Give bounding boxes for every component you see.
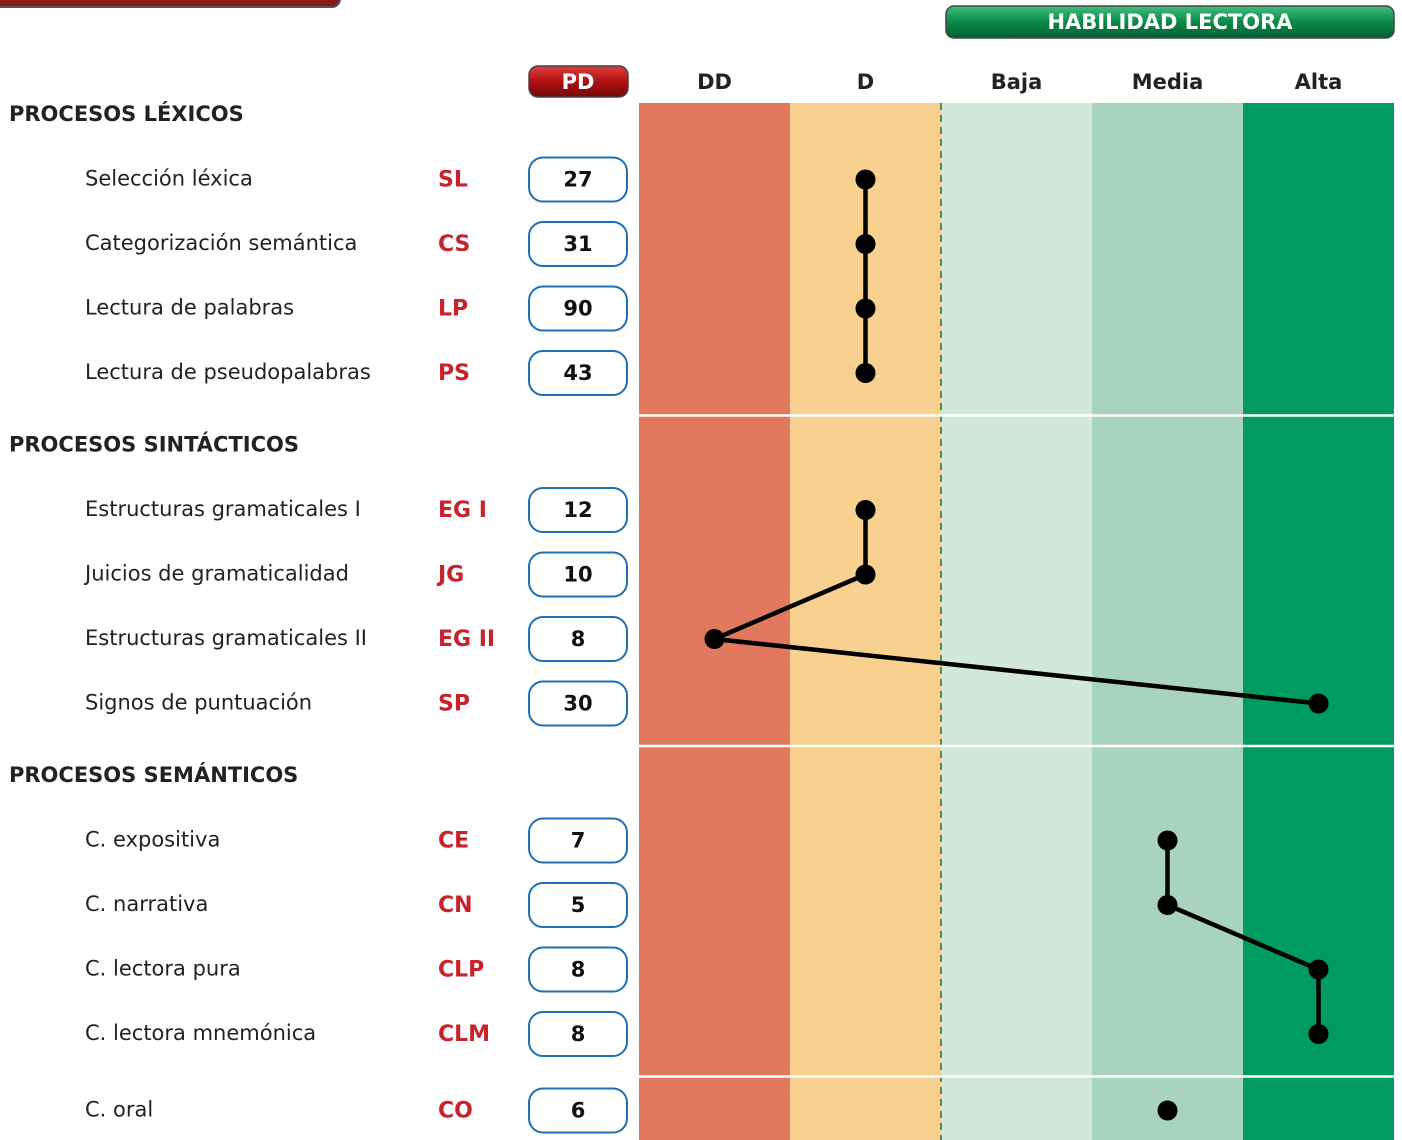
item-code: CO [438, 1099, 473, 1124]
profile-point [1308, 1024, 1329, 1044]
profile-point [855, 500, 876, 520]
pd-box [528, 1011, 628, 1057]
profile-point [1308, 959, 1329, 980]
pd-box [528, 946, 628, 993]
item-code: CLP [438, 958, 484, 983]
item-code: SP [438, 692, 470, 717]
profile-point [855, 169, 876, 190]
pd-box [528, 680, 628, 727]
section-title: PROCESOS SINTÁCTICOS [9, 432, 299, 457]
pd-value: 7 [571, 829, 586, 853]
pd-value: 30 [563, 692, 592, 716]
level-label: DD [697, 70, 732, 94]
header-title: HABILIDAD LECTORA [1047, 10, 1293, 34]
item-code: SL [438, 168, 468, 193]
item-code: CN [438, 893, 473, 918]
item-label: Lectura de palabras [85, 296, 294, 320]
pd-box [528, 350, 628, 396]
pd-box [528, 1087, 628, 1134]
pd-value: 90 [563, 297, 592, 321]
item-code: CE [438, 829, 469, 854]
section-title: PROCESOS SEMÁNTICOS [9, 762, 298, 787]
pd-box [528, 817, 628, 864]
profile-point [704, 629, 725, 649]
level-label: Media [1132, 70, 1204, 94]
item-label: Categorización semántica [85, 231, 357, 255]
pd-box [528, 156, 628, 203]
item-label: Estructuras gramaticales II [85, 626, 367, 650]
pd-box [528, 882, 628, 928]
pd-box [528, 487, 628, 533]
profile-point [1308, 693, 1329, 714]
item-label: Selección léxica [85, 167, 253, 191]
profile-point [1157, 1100, 1178, 1121]
pd-value: 31 [563, 232, 592, 256]
pd-label: PD [562, 70, 595, 94]
level-band [941, 103, 1092, 1140]
pd-value: 10 [563, 563, 592, 587]
item-label: Signos de puntuación [85, 691, 312, 715]
item-code: EG II [438, 627, 495, 652]
item-code: JG [436, 563, 464, 588]
item-label: Juicios de gramaticalidad [83, 562, 349, 586]
profile-line [1165, 840, 1321, 1034]
pd-value: 8 [571, 1022, 586, 1046]
section-title: PROCESOS LÉXICOS [9, 101, 244, 126]
pd-pill [528, 65, 629, 98]
pd-value: 43 [563, 361, 592, 385]
pd-box [528, 221, 628, 267]
item-label: Lectura de pseudopalabras [85, 360, 371, 384]
profile-point [1157, 895, 1178, 915]
profile-point [855, 234, 876, 254]
level-label: D [857, 70, 874, 94]
pd-value: 5 [571, 893, 586, 917]
item-label: C. narrativa [85, 892, 208, 916]
item-code: LP [438, 297, 468, 322]
item-label: C. oral [85, 1098, 153, 1122]
item-code: CLM [438, 1022, 490, 1047]
item-label: C. lectora mnemónica [85, 1021, 316, 1045]
profile-line [705, 510, 1319, 706]
profile-point [855, 363, 876, 383]
pd-value: 8 [571, 627, 586, 651]
profile-point [855, 298, 876, 319]
level-label: Alta [1295, 70, 1343, 94]
item-code: EG I [438, 498, 487, 523]
pd-box [528, 616, 628, 662]
item-code: PS [438, 361, 470, 386]
level-label: Baja [991, 70, 1043, 94]
pd-value: 27 [563, 168, 592, 192]
level-band [1092, 103, 1243, 1140]
pd-box [528, 551, 628, 598]
top-bar [0, 0, 341, 8]
pd-value: 6 [571, 1099, 586, 1123]
pd-value: 12 [563, 498, 592, 522]
item-code: CS [438, 232, 470, 257]
item-label: Estructuras gramaticales I [85, 497, 361, 521]
pd-value: 8 [571, 958, 586, 982]
item-label: C. lectora pura [85, 957, 241, 981]
item-label: C. expositiva [85, 828, 220, 852]
header-pill [945, 5, 1395, 39]
level-band [639, 103, 790, 1140]
profile-point [855, 564, 876, 585]
pd-box [528, 285, 628, 332]
profile-point [1157, 830, 1178, 851]
